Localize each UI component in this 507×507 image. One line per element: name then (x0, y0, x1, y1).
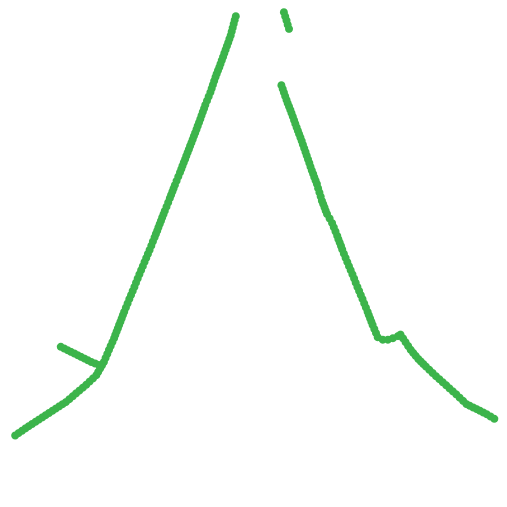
data-point (231, 12, 240, 21)
data-point (94, 361, 103, 369)
series-points (11, 8, 499, 440)
data-point (490, 414, 499, 423)
data-point (285, 24, 293, 33)
